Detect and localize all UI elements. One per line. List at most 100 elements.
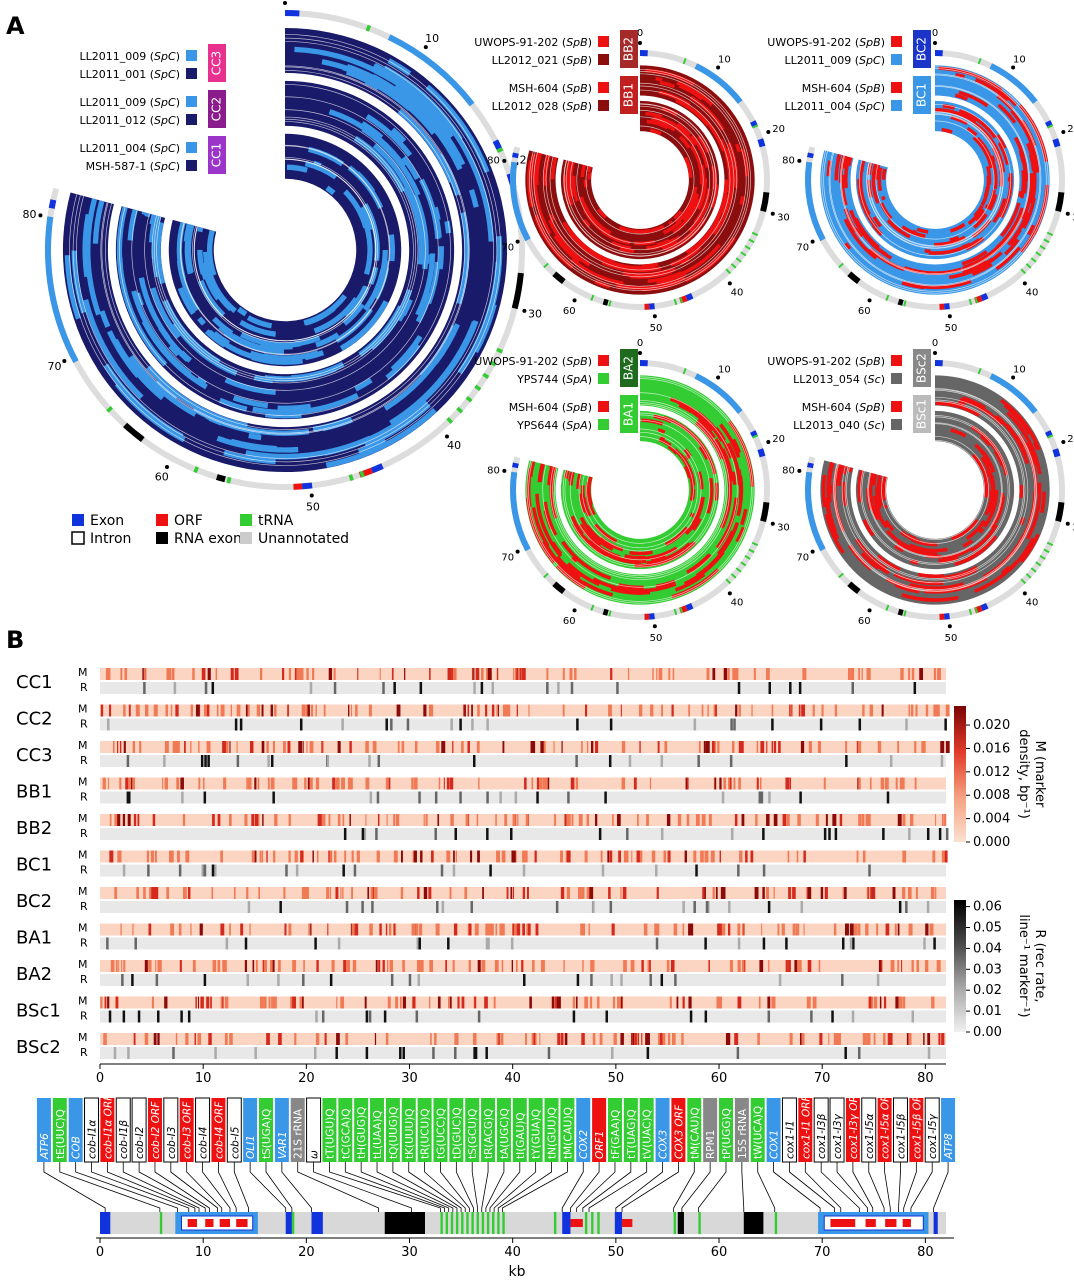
r-mark — [180, 1010, 183, 1023]
gene-label-text: ATP8 — [943, 1133, 955, 1160]
r-mark — [459, 718, 462, 731]
cross-segment — [737, 469, 743, 500]
gene-label-text: cox1-I3γ — [832, 1113, 844, 1159]
m-mark — [123, 741, 126, 753]
r-mark — [737, 864, 740, 877]
genome-feature — [805, 161, 826, 242]
m-mark — [298, 741, 303, 753]
r-mark — [728, 901, 731, 913]
r-mark — [858, 718, 862, 731]
r-mark — [737, 937, 741, 950]
m-mark — [180, 777, 184, 790]
m-mark — [477, 850, 480, 863]
ring-line — [578, 428, 702, 552]
gene-leader-line — [570, 1162, 600, 1212]
trna-feature — [968, 298, 973, 306]
tick-dot — [638, 41, 642, 45]
cross-segment — [566, 562, 600, 587]
cross-segment — [680, 186, 698, 219]
cross-segment — [1040, 491, 1047, 514]
m-mark — [925, 704, 929, 717]
trna-feature — [1020, 268, 1027, 275]
cross-segment — [727, 420, 755, 487]
r-mark — [333, 682, 337, 694]
m-mark — [610, 668, 613, 680]
track-x-tick-label: 80 — [917, 1071, 934, 1086]
colorbar-tick-label: 0.008 — [973, 788, 1010, 803]
gene-label-bg — [385, 1098, 400, 1162]
m-mark — [434, 1033, 437, 1045]
cross-segment — [1013, 136, 1028, 181]
parent-label: LL2011_004 (SpC) — [785, 100, 886, 113]
m-mark — [474, 923, 479, 936]
m-mark — [725, 1033, 730, 1045]
trna-feature — [673, 608, 678, 616]
r-mark — [868, 864, 871, 877]
m-mark — [176, 777, 180, 790]
m-mark — [534, 1033, 537, 1045]
cross-segment — [549, 471, 558, 519]
r-mark — [134, 937, 137, 950]
tick-label: 50 — [945, 633, 958, 644]
m-mark — [842, 887, 844, 899]
m-mark — [263, 960, 267, 972]
m-mark — [428, 887, 432, 899]
trna-feature — [1043, 548, 1050, 554]
gene-label-bg — [211, 1098, 226, 1162]
m-mark — [686, 814, 690, 826]
r-mark — [785, 937, 788, 950]
track-label: BC2 — [16, 891, 52, 912]
m-mark — [880, 960, 883, 972]
colorbar-r — [954, 900, 966, 1032]
m-mark — [271, 996, 275, 1009]
parent-label: LL2011_009 (SpC) — [785, 54, 886, 67]
m-mark — [304, 777, 307, 790]
gene-label-bg — [750, 1098, 765, 1162]
cross-segment — [345, 69, 412, 111]
r-mark — [454, 1047, 457, 1059]
cross-code-bg — [620, 76, 638, 114]
m-mark — [759, 777, 762, 790]
cross-segment — [582, 203, 612, 235]
track-ba1: BA1 MR — [16, 922, 946, 950]
m-mark — [449, 996, 452, 1009]
genome-block — [743, 1212, 764, 1234]
cross-segment — [840, 182, 848, 206]
m-mark — [701, 704, 704, 717]
m-mark — [211, 887, 214, 899]
sub-label-r: R — [80, 827, 88, 840]
trna-feature — [1035, 561, 1042, 567]
tick-dot — [62, 359, 67, 364]
genome-feature — [285, 10, 300, 17]
m-mark — [506, 704, 511, 717]
m-mark — [372, 741, 377, 753]
genome-feature — [1045, 430, 1053, 437]
cross-segment — [468, 188, 479, 208]
parent-label: LL2011_009 (SpC) — [80, 96, 181, 109]
m-mark — [185, 850, 190, 863]
r-mark — [923, 937, 926, 950]
m-mark — [654, 923, 659, 936]
trna-feature — [751, 541, 759, 547]
r-mark — [938, 828, 942, 840]
tick-dot — [1065, 211, 1070, 216]
cross-segment — [992, 498, 998, 507]
cross-segment — [974, 560, 1019, 593]
m-mark — [501, 850, 506, 863]
gene-label-text: cob-I2 ORF — [150, 1101, 162, 1159]
r-mark — [609, 901, 613, 913]
m-mark — [857, 923, 861, 936]
m-mark — [693, 850, 697, 863]
parent-swatch — [598, 36, 609, 47]
m-mark — [288, 814, 291, 826]
gene-label-text: tK(UUU)Q — [404, 1108, 416, 1159]
m-mark — [210, 996, 212, 1009]
m-track — [100, 996, 946, 1009]
trna-feature — [974, 606, 979, 614]
cross-segment — [361, 126, 421, 197]
trna-feature — [730, 263, 737, 269]
cross-segment — [721, 448, 734, 482]
m-mark — [144, 1033, 149, 1045]
m-mark — [148, 960, 152, 972]
gene-label-bg — [354, 1098, 369, 1162]
